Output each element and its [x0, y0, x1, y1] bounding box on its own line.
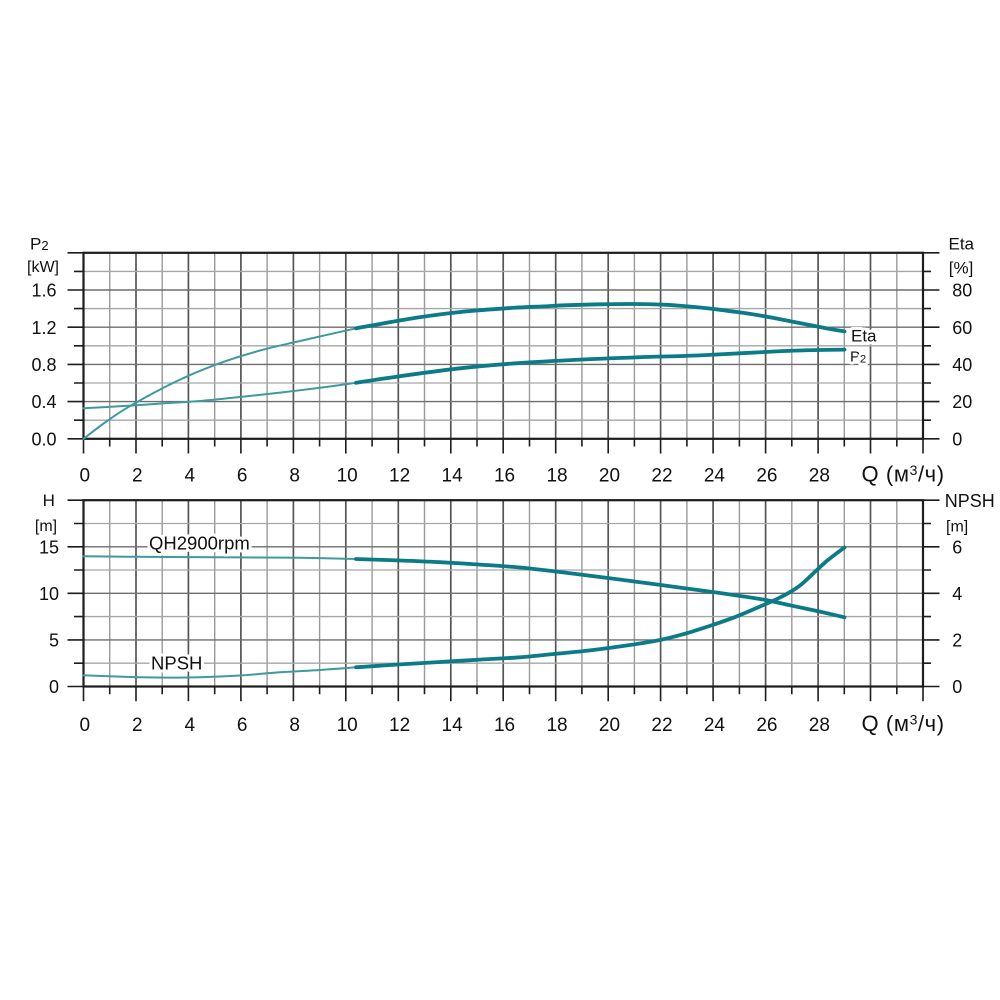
svg-text:8: 8	[289, 465, 300, 486]
svg-text:Eta: Eta	[851, 326, 877, 345]
svg-text:18: 18	[546, 715, 567, 736]
svg-text:28: 28	[809, 715, 830, 736]
svg-text:6: 6	[952, 537, 962, 557]
svg-text:Eta: Eta	[949, 235, 975, 254]
svg-text:24: 24	[704, 715, 726, 736]
svg-text:18: 18	[546, 465, 567, 486]
svg-text:80: 80	[952, 281, 972, 301]
svg-text:26: 26	[756, 715, 777, 736]
svg-text:2: 2	[132, 465, 143, 486]
svg-text:[m]: [m]	[35, 518, 57, 535]
svg-text:6: 6	[237, 715, 248, 736]
svg-text:0.4: 0.4	[31, 392, 56, 412]
svg-text:14: 14	[442, 465, 464, 486]
svg-text:22: 22	[651, 715, 672, 736]
svg-text:1.6: 1.6	[31, 281, 56, 301]
svg-text:0: 0	[49, 677, 59, 697]
svg-text:QH2900rpm: QH2900rpm	[149, 532, 250, 553]
svg-text:12: 12	[389, 715, 410, 736]
svg-text:26: 26	[756, 465, 777, 486]
svg-text:0: 0	[952, 677, 962, 697]
svg-text:12: 12	[389, 465, 410, 486]
svg-text:10: 10	[337, 715, 358, 736]
svg-text:14: 14	[442, 715, 464, 736]
svg-text:10: 10	[39, 584, 59, 604]
svg-text:60: 60	[952, 318, 972, 338]
svg-text:24: 24	[704, 465, 726, 486]
svg-text:1.2: 1.2	[31, 318, 56, 338]
svg-text:4: 4	[184, 465, 195, 486]
svg-text:28: 28	[809, 465, 830, 486]
svg-text:0.0: 0.0	[31, 429, 56, 449]
svg-text:15: 15	[39, 537, 59, 557]
svg-text:22: 22	[651, 465, 672, 486]
svg-text:20: 20	[952, 392, 972, 412]
svg-text:[%]: [%]	[949, 259, 974, 278]
svg-text:8: 8	[289, 715, 300, 736]
svg-text:20: 20	[599, 715, 620, 736]
svg-text:40: 40	[952, 355, 972, 375]
svg-text:10: 10	[337, 465, 358, 486]
svg-text:0: 0	[80, 715, 91, 736]
svg-text:Q (м3/ч): Q (м3/ч)	[862, 461, 945, 486]
svg-text:2: 2	[132, 715, 143, 736]
svg-text:Q (м3/ч): Q (м3/ч)	[862, 711, 945, 736]
svg-text:0.8: 0.8	[31, 355, 56, 375]
svg-text:4: 4	[952, 584, 962, 604]
svg-text:4: 4	[184, 715, 195, 736]
svg-text:H: H	[43, 491, 55, 510]
svg-text:0: 0	[80, 465, 91, 486]
svg-text:[m]: [m]	[946, 519, 968, 536]
svg-text:0: 0	[952, 429, 962, 449]
svg-text:5: 5	[49, 631, 59, 651]
svg-text:20: 20	[599, 465, 620, 486]
svg-text:6: 6	[237, 465, 248, 486]
svg-text:P2: P2	[30, 234, 49, 253]
svg-text:16: 16	[494, 465, 515, 486]
svg-text:[kW]: [kW]	[27, 259, 59, 276]
svg-text:NPSH: NPSH	[151, 653, 202, 674]
svg-text:NPSH: NPSH	[945, 491, 995, 511]
svg-text:2: 2	[952, 631, 962, 651]
svg-text:16: 16	[494, 715, 515, 736]
